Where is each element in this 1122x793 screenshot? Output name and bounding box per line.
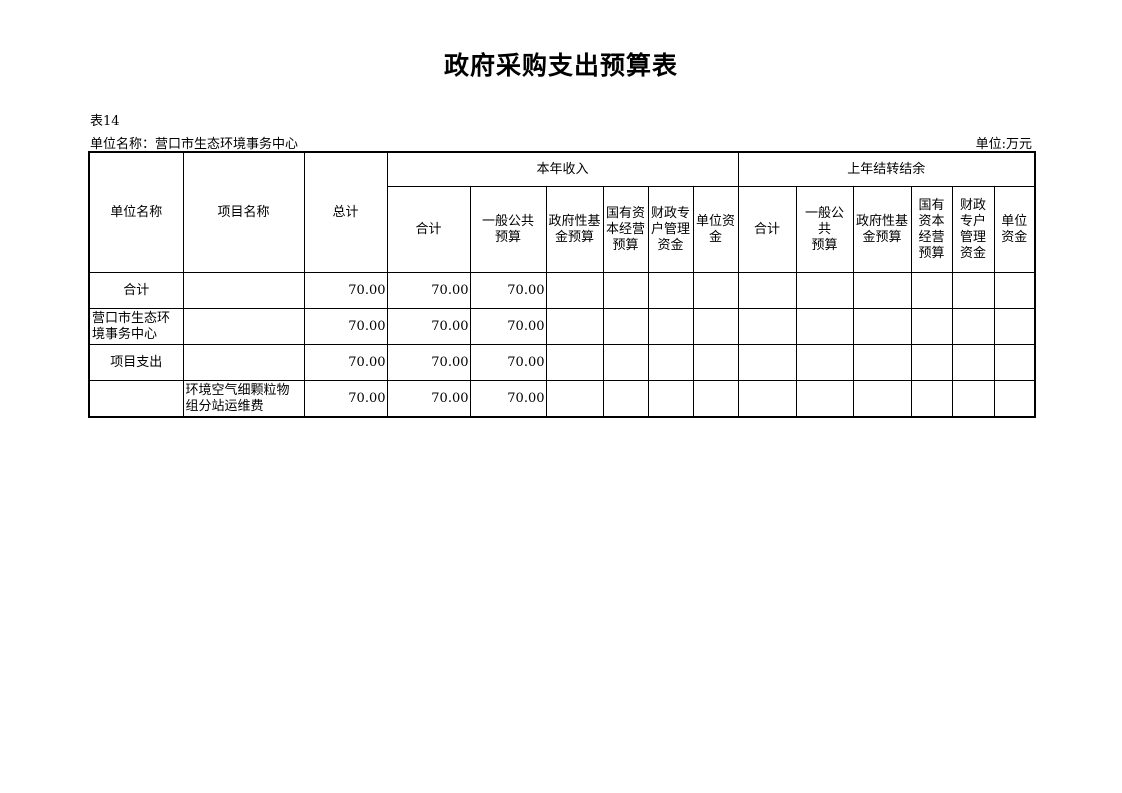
cell-project-name	[182, 308, 305, 345]
cell-amount	[737, 272, 797, 309]
cell-amount	[852, 344, 912, 381]
cell-amount	[737, 380, 797, 418]
header-carryover-sub: 财政 专户 管理 资金	[951, 186, 995, 273]
table-row: 营口市生态环 境事务中心 70.00 70.00 70.00	[88, 308, 1036, 345]
cell-amount	[910, 344, 953, 381]
header-current-sub: 财政专 户管理 资金	[647, 186, 694, 273]
cell-amount: 70.00	[386, 344, 471, 381]
cell-project-name	[182, 272, 305, 309]
table-row: 项目支出 70.00 70.00 70.00	[88, 344, 1036, 381]
cell-amount	[602, 344, 649, 381]
header-carryover-sub: 一般公 共 预算	[795, 186, 854, 273]
cell-amount	[910, 380, 953, 418]
header-project-name: 项目名称	[182, 151, 305, 273]
cell-amount: 70.00	[386, 308, 471, 345]
cell-amount	[545, 344, 604, 381]
header-current-sub: 合计	[386, 186, 471, 273]
cell-unit-name: 合计	[88, 272, 184, 309]
cell-project-name: 环境空气细颗粒物 组分站运维费	[182, 380, 305, 418]
cell-amount	[795, 344, 854, 381]
cell-amount: 70.00	[469, 344, 547, 381]
budget-table: 单位名称 项目名称 总计 本年收入 上年结转结余 合计 一般公共 预算 政府性基 金…	[88, 151, 1037, 418]
cell-amount	[993, 308, 1036, 345]
cell-amount: 70.00	[469, 272, 547, 309]
table-row: 环境空气细颗粒物 组分站运维费 70.00 70.00 70.00	[88, 380, 1036, 418]
cell-amount	[993, 380, 1036, 418]
header-carryover-sub: 合计	[737, 186, 797, 273]
cell-amount: 70.00	[303, 380, 388, 418]
header-current-sub: 一般公共 预算	[469, 186, 547, 273]
header-carryover-sub: 国有 资本 经营 预算	[910, 186, 953, 273]
cell-amount	[951, 272, 995, 309]
page-title: 政府采购支出预算表	[443, 51, 678, 80]
header-total: 总计	[303, 151, 388, 273]
cell-amount	[602, 380, 649, 418]
cell-amount	[692, 272, 739, 309]
cell-amount	[545, 380, 604, 418]
cell-amount	[602, 308, 649, 345]
cell-amount: 70.00	[386, 380, 471, 418]
cell-amount	[737, 308, 797, 345]
cell-project-name	[182, 344, 305, 381]
cell-amount: 70.00	[469, 308, 547, 345]
cell-amount	[737, 344, 797, 381]
cell-amount	[545, 272, 604, 309]
header-unit-name: 单位名称	[88, 151, 184, 273]
cell-amount	[647, 272, 694, 309]
cell-amount	[951, 380, 995, 418]
cell-amount: 70.00	[303, 272, 388, 309]
cell-unit-name: 项目支出	[88, 344, 184, 381]
cell-amount	[545, 308, 604, 345]
cell-amount	[795, 380, 854, 418]
cell-amount	[993, 272, 1036, 309]
unit-name-label: 单位名称：营口市生态环境事务中心	[90, 137, 299, 152]
cell-amount	[692, 380, 739, 418]
cell-amount	[910, 308, 953, 345]
header-current-sub: 国有资 本经营 预算	[602, 186, 649, 273]
cell-amount: 70.00	[469, 380, 547, 418]
table-number: 表14	[90, 114, 120, 129]
unit-of-measure: 单位:万元	[975, 137, 1032, 152]
cell-amount	[993, 344, 1036, 381]
cell-amount	[647, 308, 694, 345]
cell-amount	[795, 308, 854, 345]
header-row-2: 合计 一般公共 预算 政府性基 金预算 国有资 本经营 预算 财政专 户管理 资金 单位资…	[89, 186, 1036, 273]
header-carryover-sub: 单位 资金	[993, 186, 1036, 273]
cell-unit-name: 营口市生态环 境事务中心	[88, 308, 184, 345]
cell-amount: 70.00	[303, 344, 388, 381]
cell-amount	[602, 272, 649, 309]
cell-amount	[852, 380, 912, 418]
cell-amount	[795, 272, 854, 309]
cell-amount	[852, 308, 912, 345]
cell-amount	[951, 344, 995, 381]
cell-amount	[647, 380, 694, 418]
cell-amount	[692, 308, 739, 345]
header-current-sub: 单位资 金	[692, 186, 739, 273]
cell-amount: 70.00	[303, 308, 388, 345]
header-current-year-income: 本年收入	[386, 151, 739, 187]
cell-amount	[910, 272, 953, 309]
cell-amount	[951, 308, 995, 345]
cell-amount: 70.00	[386, 272, 471, 309]
table-row: 合计 70.00 70.00 70.00	[88, 272, 1036, 309]
header-row-1: 单位名称 项目名称 总计 本年收入 上年结转结余	[88, 151, 1036, 273]
header-current-sub: 政府性基 金预算	[545, 186, 604, 273]
cell-unit-name	[88, 380, 184, 418]
cell-amount	[692, 344, 739, 381]
header-carryover-sub: 政府性基 金预算	[852, 186, 912, 273]
header-carryover-balance: 上年结转结余	[737, 151, 1036, 187]
cell-amount	[647, 344, 694, 381]
cell-amount	[852, 272, 912, 309]
